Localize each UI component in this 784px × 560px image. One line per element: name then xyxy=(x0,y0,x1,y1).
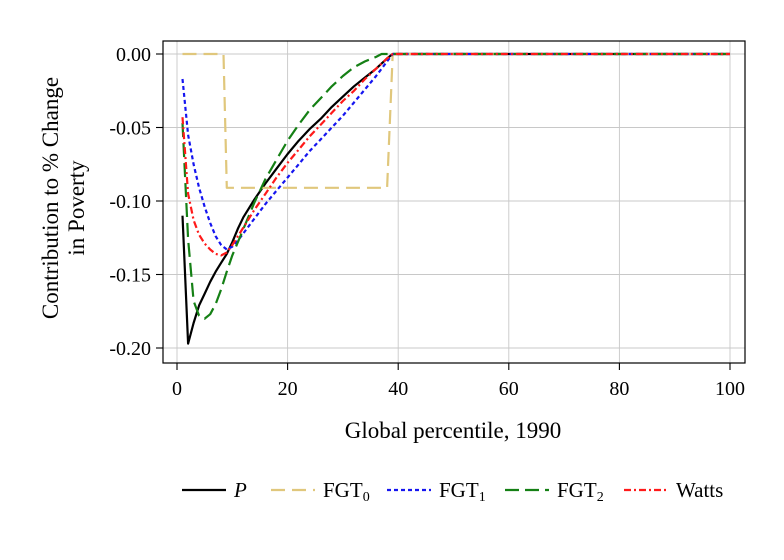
legend-label-fgt1: FGT1 xyxy=(439,478,486,505)
x-axis-title: Global percentile, 1990 xyxy=(345,418,562,443)
legend-label-p: P xyxy=(233,478,247,502)
y-axis-ticks: 0.00 -0.05 -0.10 -0.15 -0.20 xyxy=(109,44,163,360)
y-axis-title-line1: Contribution to % Change xyxy=(38,77,63,319)
series-line-p xyxy=(181,52,730,345)
x-tick-label: 100 xyxy=(715,378,745,400)
x-tick-label: 60 xyxy=(499,378,519,400)
legend-label-fgt0: FGT0 xyxy=(323,478,370,505)
series-line-fgt1 xyxy=(181,52,730,251)
legend: P FGT0 FGT1 FGT2 Watts xyxy=(182,478,723,505)
y-tick-label: -0.10 xyxy=(109,191,151,213)
x-tick-label: 80 xyxy=(609,378,629,400)
series-line-fgt0 xyxy=(182,52,730,189)
series-lines xyxy=(181,52,730,345)
y-axis-title-line2: in Poverty xyxy=(64,160,89,256)
y-tick-label: -0.20 xyxy=(109,338,151,360)
x-axis-ticks: 0 20 40 60 80 100 xyxy=(172,363,745,400)
legend-label-watts: Watts xyxy=(676,478,723,502)
y-tick-label: -0.05 xyxy=(109,118,151,140)
series-line-watts xyxy=(181,52,730,257)
plot-frame xyxy=(162,40,746,364)
x-tick-label: 40 xyxy=(388,378,408,400)
series-line-fgt2 xyxy=(181,52,730,320)
y-tick-label: 0.00 xyxy=(116,44,151,66)
legend-label-fgt2: FGT2 xyxy=(557,478,604,505)
x-tick-label: 20 xyxy=(278,378,298,400)
grid xyxy=(163,41,745,363)
y-tick-label: -0.15 xyxy=(109,265,151,287)
x-tick-label: 0 xyxy=(172,378,182,400)
